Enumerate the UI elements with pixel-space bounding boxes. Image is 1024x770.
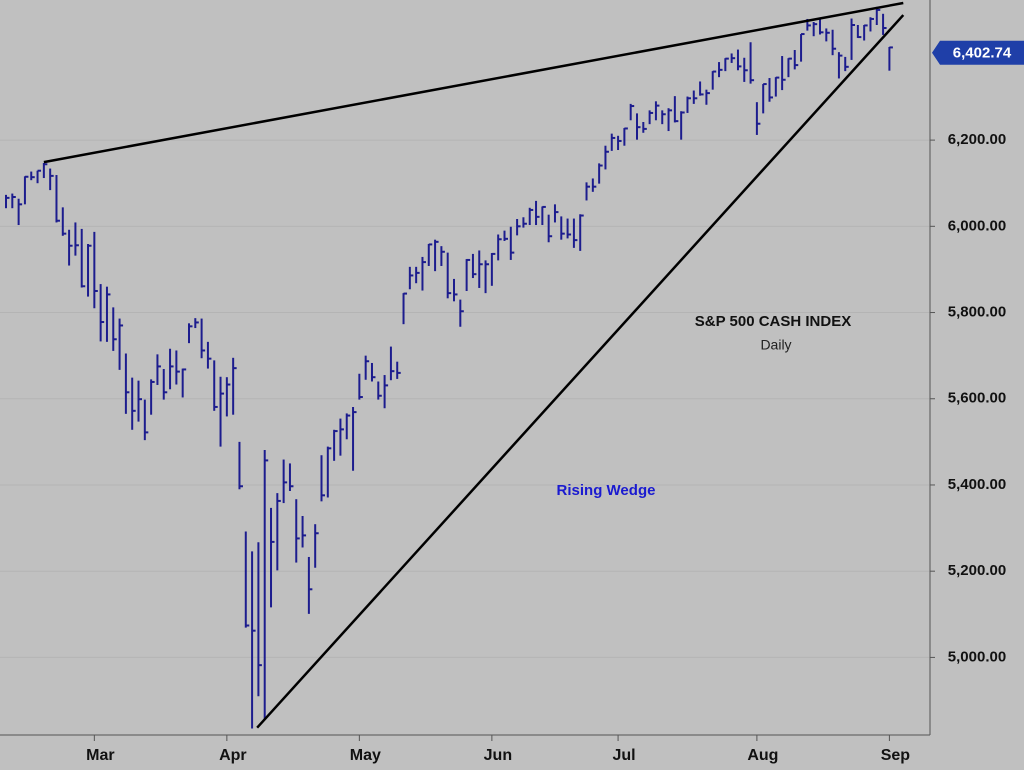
chart-title: S&P 500 CASH INDEX [695,313,851,330]
x-tick-label: Jul [613,747,636,764]
x-tick-label: Apr [219,747,247,764]
last-value-label: 6,402.74 [953,45,1012,62]
last-value-box [932,40,1024,65]
annotation: Rising Wedge [557,482,656,499]
trendline [43,1,904,164]
y-tick-label: 5,600.00 [948,390,1006,407]
x-tick-label: Sep [881,747,911,764]
bars [5,6,893,729]
x-tick-label: May [350,747,381,764]
y-tick-label: 5,200.00 [948,562,1006,579]
y-tick-label: 6,200.00 [948,131,1006,148]
x-tick-label: Aug [747,747,778,764]
grid [0,139,930,658]
x-tick-label: Jun [484,747,512,764]
trendline [256,14,905,729]
x-tick-label: Mar [86,747,114,764]
y-tick-label: 6,000.00 [948,217,1006,234]
y-tick-label: 5,000.00 [948,648,1006,665]
chart-subtitle: Daily [760,337,791,353]
y-tick-label: 5,800.00 [948,304,1006,321]
y-tick-label: 5,400.00 [948,476,1006,493]
